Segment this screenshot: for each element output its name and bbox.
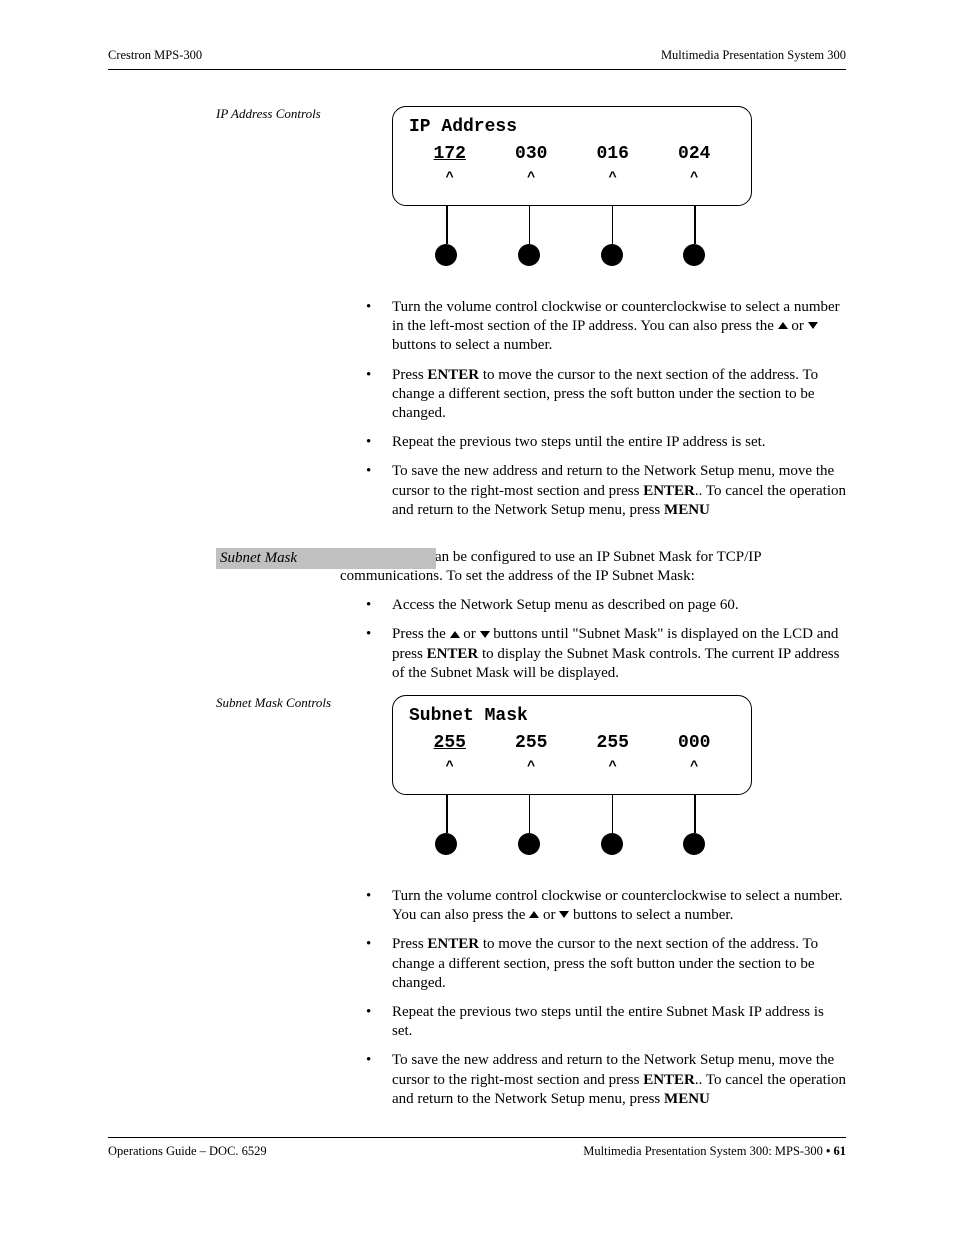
lcd-caret-icon: ^ [409, 170, 491, 186]
bullet-item: Access the Network Setup menu as describ… [340, 596, 846, 615]
triangle-up-icon [529, 911, 539, 918]
soft-button[interactable] [601, 833, 623, 855]
key-label: MENU [664, 502, 710, 518]
lcd-caret-row: ^^^^ [409, 170, 735, 186]
page: Crestron MPS-300 Multimedia Presentation… [0, 0, 954, 1197]
footer-page-ref: Multimedia Presentation System 300: MPS-… [583, 1144, 846, 1159]
lcd-caret-icon: ^ [491, 759, 573, 775]
header-title: Multimedia Presentation System 300 [661, 48, 846, 63]
soft-button-row [392, 795, 752, 865]
button-stem [694, 206, 696, 244]
footer-title: Multimedia Presentation System 300: MPS-… [583, 1144, 826, 1158]
lcd-caret-row: ^^^^ [409, 759, 735, 775]
triangle-up-icon [450, 631, 460, 638]
lcd-diagram-subnet: Subnet Mask 255255255000 ^^^^ [392, 695, 752, 865]
lcd-box: Subnet Mask 255255255000 ^^^^ [392, 695, 752, 795]
lcd-caret-icon: ^ [654, 759, 736, 775]
section-ip-address: IP Address 172030016024 ^^^^ Turn the vo… [340, 106, 846, 520]
button-stem [612, 206, 614, 244]
key-label: ENTER [643, 483, 695, 499]
bullet-item: Press ENTER to move the cursor to the ne… [340, 366, 846, 424]
lcd-caret-icon: ^ [572, 170, 654, 186]
lcd-caret-icon: ^ [572, 759, 654, 775]
lcd-segment: 255 [572, 733, 654, 754]
soft-button-row [392, 206, 752, 276]
soft-button[interactable] [518, 244, 540, 266]
bullet-item: Repeat the previous two steps until the … [340, 1003, 846, 1041]
page-header: Crestron MPS-300 Multimedia Presentation… [108, 50, 846, 70]
bullet-list-subnet: Turn the volume control clockwise or cou… [340, 887, 846, 1109]
lcd-caret-icon: ^ [491, 170, 573, 186]
lcd-segment: 016 [572, 144, 654, 165]
button-stem [612, 795, 614, 833]
sidebar-subnet-title: Subnet Mask [216, 548, 436, 569]
bullet-item: Press ENTER to move the cursor to the ne… [340, 935, 846, 993]
soft-button[interactable] [435, 833, 457, 855]
key-label: ENTER [427, 646, 479, 662]
footer-page-number: 61 [830, 1144, 846, 1158]
key-label: MENU [664, 1091, 710, 1107]
triangle-down-icon [808, 322, 818, 329]
button-stem [446, 795, 448, 833]
bullet-item: Repeat the previous two steps until the … [340, 433, 846, 452]
bullet-item: To save the new address and return to th… [340, 462, 846, 520]
triangle-down-icon [480, 631, 490, 638]
header-product: Crestron MPS-300 [108, 48, 202, 63]
footer-doc-ref: Operations Guide – DOC. 6529 [108, 1144, 267, 1159]
content-area: IP Address Controls IP Address 172030016… [0, 70, 954, 1109]
lcd-caret-icon: ^ [409, 759, 491, 775]
bullet-list-subnet-pre: Access the Network Setup menu as describ… [340, 596, 846, 683]
lcd-segment: 000 [654, 733, 736, 754]
key-label: ENTER [643, 1072, 695, 1088]
key-label: ENTER [427, 936, 479, 952]
bullet-item: Press the or buttons until "Subnet Mask"… [340, 625, 846, 683]
lcd-title: Subnet Mask [409, 706, 735, 727]
button-stem [446, 206, 448, 244]
lcd-segment: 024 [654, 144, 736, 165]
button-stem [529, 206, 531, 244]
triangle-down-icon [559, 911, 569, 918]
lcd-segment: 030 [491, 144, 573, 165]
section-subnet-diagram: Subnet Mask 255255255000 ^^^^ Turn the v… [340, 695, 846, 1109]
lcd-value-row: 255255255000 [409, 733, 735, 754]
bullet-item: Turn the volume control clockwise or cou… [340, 887, 846, 925]
lcd-segment: 172 [409, 144, 491, 165]
page-footer: Operations Guide – DOC. 6529 Multimedia … [108, 1137, 846, 1167]
lcd-segment: 255 [409, 733, 491, 754]
lcd-box: IP Address 172030016024 ^^^^ [392, 106, 752, 206]
lcd-diagram-ip: IP Address 172030016024 ^^^^ [392, 106, 752, 276]
key-label: ENTER [427, 367, 479, 383]
bullet-list-ip: Turn the volume control clockwise or cou… [340, 298, 846, 520]
soft-button[interactable] [683, 244, 705, 266]
lcd-segment: 255 [491, 733, 573, 754]
lcd-value-row: 172030016024 [409, 144, 735, 165]
soft-button[interactable] [601, 244, 623, 266]
button-stem [694, 795, 696, 833]
bullet-item: Turn the volume control clockwise or cou… [340, 298, 846, 356]
bullet-item: To save the new address and return to th… [340, 1051, 846, 1109]
soft-button[interactable] [435, 244, 457, 266]
lcd-caret-icon: ^ [654, 170, 736, 186]
triangle-up-icon [778, 322, 788, 329]
soft-button[interactable] [518, 833, 540, 855]
soft-button[interactable] [683, 833, 705, 855]
lcd-title: IP Address [409, 117, 735, 138]
button-stem [529, 795, 531, 833]
